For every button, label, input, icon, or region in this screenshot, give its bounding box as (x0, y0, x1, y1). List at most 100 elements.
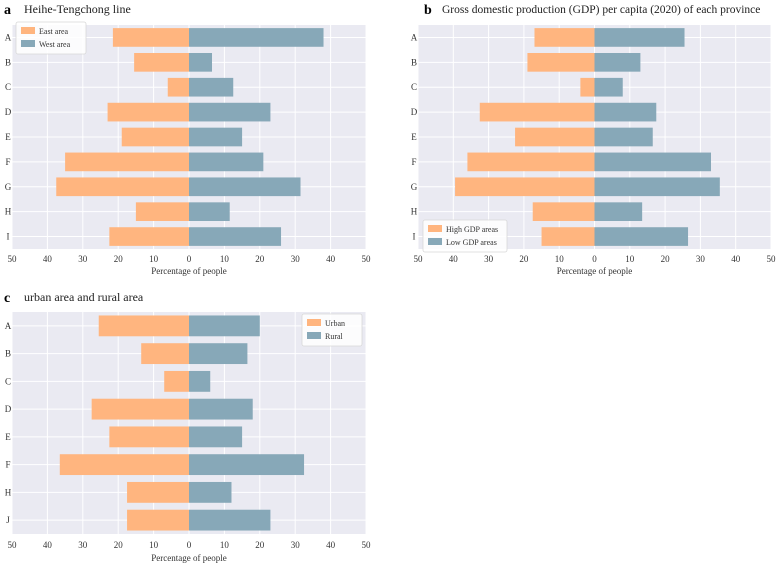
bar-rural-j (189, 509, 271, 531)
category-label: F (5, 460, 10, 470)
x-tick-label: 10 (220, 540, 230, 550)
legend: East area West area (15, 21, 87, 55)
bar-urban-h (127, 481, 189, 503)
category-label: F (5, 157, 10, 167)
category-label: I (7, 232, 10, 242)
category-label: A (5, 32, 12, 42)
panel-a-plot: A B C D E F G H I 50 40 30 20 10 0 10 20 30 40 50 Percentage… (5, 21, 372, 276)
legend-frame (422, 219, 508, 253)
bar-high-gdp-areas-i (541, 227, 595, 246)
x-tick-label: 50 (362, 254, 372, 264)
bar-west-area-d (189, 102, 271, 122)
bar-east-area-g (56, 177, 189, 197)
category-label: G (5, 182, 12, 192)
x-tick-label: 0 (592, 254, 597, 264)
bar-low-gdp-areas-a (594, 28, 685, 47)
x-tick-label: 20 (114, 540, 124, 550)
x-axis-label: Percentage of people (557, 266, 632, 276)
legend-swatch (428, 225, 442, 232)
x-tick-label: 20 (255, 540, 265, 550)
x-tick-label: 20 (114, 254, 124, 264)
x-tick-label: 40 (731, 254, 741, 264)
panel-c-title: urban area and rural area (24, 290, 144, 304)
bar-rural-e (189, 426, 243, 448)
x-tick-label: 30 (78, 540, 88, 550)
x-tick-label: 10 (149, 254, 159, 264)
legend-label: High GDP areas (446, 225, 498, 234)
legend-label: Rural (325, 332, 344, 341)
x-tick-label: 40 (43, 540, 53, 550)
bar-urban-c (164, 370, 189, 392)
legend-label: Urban (325, 319, 345, 328)
category-label: G (411, 182, 418, 192)
bar-east-area-e (121, 127, 189, 147)
bar-rural-c (189, 370, 211, 392)
x-tick-label: 50 (362, 540, 372, 550)
x-tick-label: 20 (519, 254, 529, 264)
category-label: E (5, 432, 11, 442)
bar-urban-b (141, 343, 189, 365)
bar-rural-a (189, 315, 260, 337)
panel-b-title: Gross domestic production (GDP) per capi… (442, 4, 760, 16)
bar-east-area-c (167, 77, 189, 97)
bar-east-area-i (109, 227, 189, 246)
bar-urban-d (91, 398, 189, 420)
x-axis-label: Percentage of people (151, 266, 226, 276)
panel-a-title: Heihe-Tengchong line (24, 2, 131, 16)
x-tick-label: 10 (625, 254, 635, 264)
legend: High GDP areas Low GDP areas (422, 219, 508, 253)
bar-high-gdp-areas-d (479, 102, 595, 122)
legend-swatch (307, 332, 321, 339)
bar-high-gdp-areas-h (532, 202, 595, 221)
category-label: H (5, 207, 12, 217)
x-axis-label: Percentage of people (151, 553, 226, 563)
category-label: C (411, 82, 417, 92)
bar-urban-j (127, 509, 189, 531)
category-label: D (411, 107, 418, 117)
panel-b: b Gross domestic production (GDP) per ca… (411, 3, 776, 276)
legend-swatch (307, 319, 321, 326)
bar-east-area-b (134, 53, 189, 72)
bar-rural-f (189, 454, 305, 476)
category-label: A (411, 32, 418, 42)
bar-rural-d (189, 398, 253, 420)
x-tick-label: 40 (326, 254, 336, 264)
category-label: B (5, 349, 11, 359)
category-label: D (5, 404, 12, 414)
x-tick-label: 30 (484, 254, 494, 264)
legend-label: Low GDP areas (446, 238, 497, 247)
x-tick-label: 40 (43, 254, 53, 264)
category-label: H (5, 487, 12, 497)
bar-high-gdp-areas-e (515, 127, 595, 147)
category-label: A (5, 321, 12, 331)
category-label: B (411, 57, 417, 67)
x-tick-label: 10 (555, 254, 565, 264)
bar-east-area-a (112, 28, 189, 47)
category-label: C (5, 82, 11, 92)
bar-low-gdp-areas-g (594, 177, 720, 197)
bar-high-gdp-areas-f (467, 152, 595, 172)
x-tick-label: 50 (414, 254, 424, 264)
bar-high-gdp-areas-c (580, 77, 595, 97)
category-label: F (411, 157, 416, 167)
bar-west-area-f (189, 152, 264, 172)
bar-low-gdp-areas-f (594, 152, 711, 172)
panel-a: a Heihe-Tengchong line A B C D E F G H I 50 40 30 20… (4, 2, 371, 276)
bar-urban-f (59, 454, 189, 476)
panel-c-plot: A B C D E F H J 50 40 30 20 10 0 10 20 30 40 50 Percentage … (5, 312, 371, 563)
x-tick-label: 30 (696, 254, 706, 264)
category-label: J (6, 515, 10, 525)
bar-west-area-a (189, 28, 324, 47)
x-tick-label: 0 (187, 540, 192, 550)
category-label: H (411, 207, 418, 217)
bar-low-gdp-areas-d (594, 102, 657, 122)
bar-low-gdp-areas-h (594, 202, 643, 221)
legend-label: East area (39, 27, 69, 36)
bar-west-area-c (189, 77, 234, 97)
bar-east-area-d (107, 102, 189, 122)
bar-west-area-h (189, 202, 230, 221)
bar-urban-a (98, 315, 189, 337)
bar-low-gdp-areas-i (594, 227, 689, 246)
legend-swatch (21, 27, 35, 34)
